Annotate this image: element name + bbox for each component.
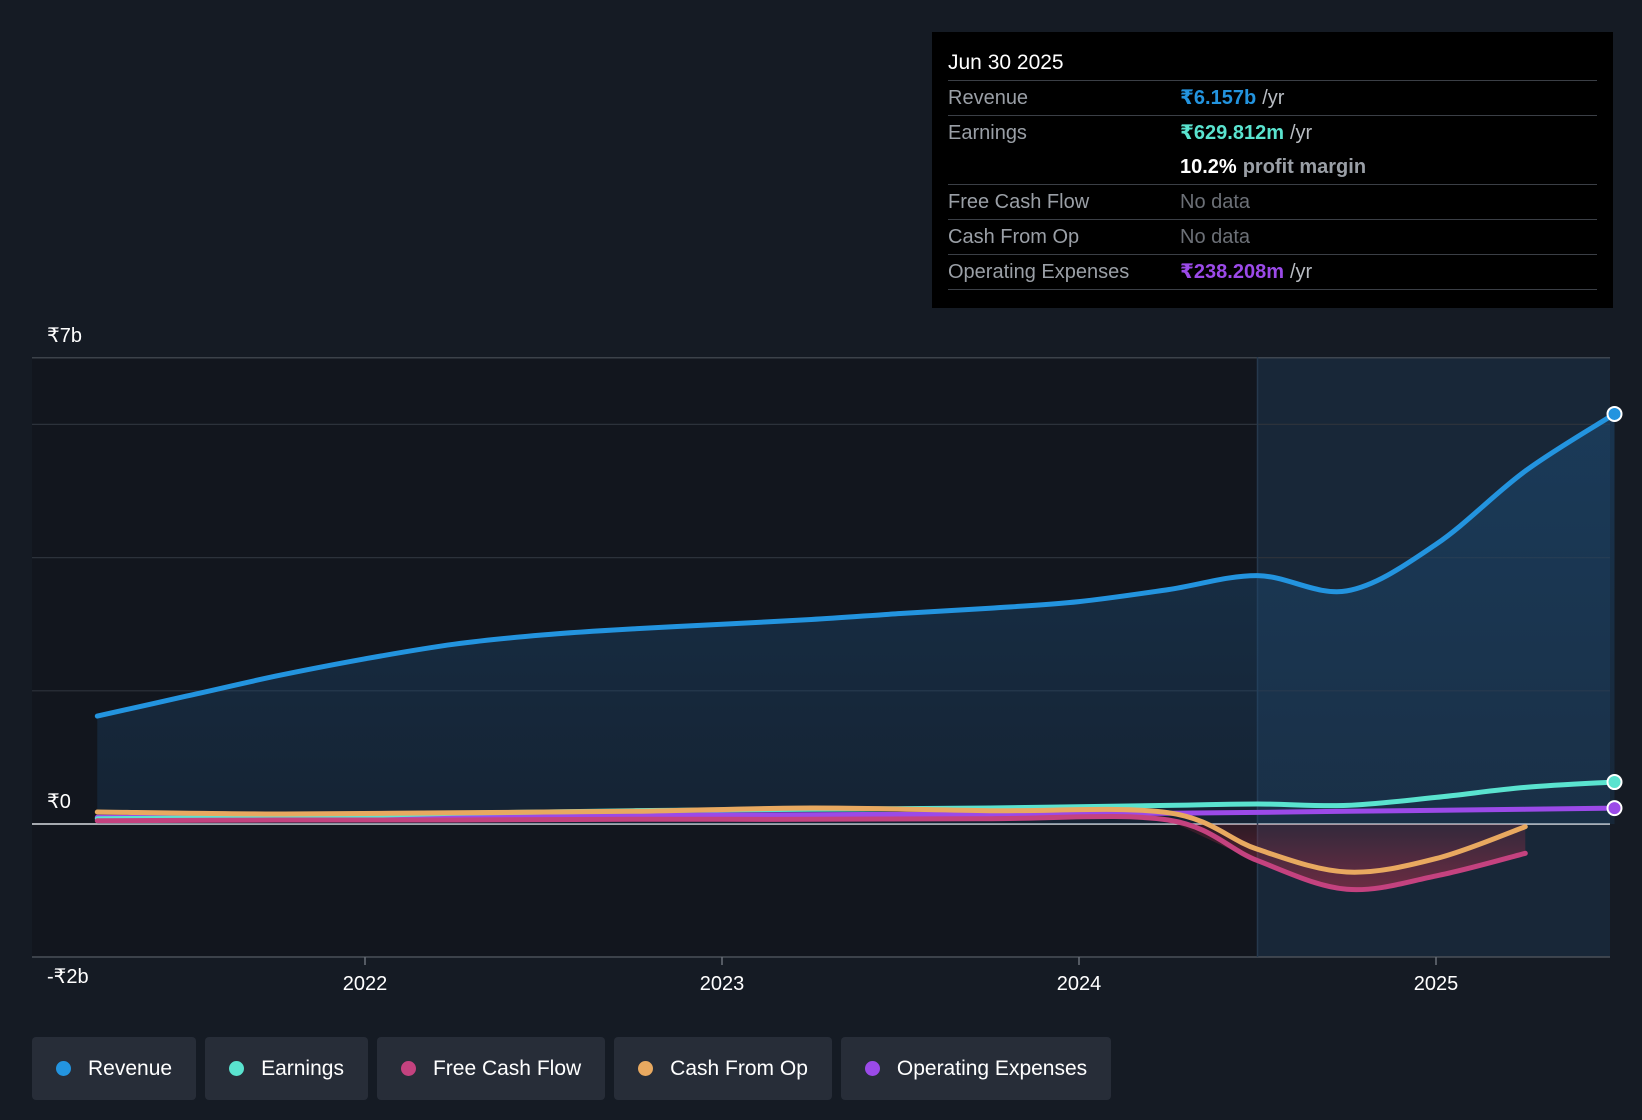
- legend-dot-earnings: [229, 1061, 245, 1076]
- tooltip-label-fcf: Free Cash Flow: [948, 191, 1090, 213]
- legend-item-earnings[interactable]: Earnings: [205, 1037, 368, 1100]
- y-axis-labels: ₹7b ₹0 -₹2b: [47, 325, 89, 988]
- tooltip-value-revenue: ₹6.157b: [1180, 87, 1257, 109]
- tooltip-value-fcf: No data: [1180, 191, 1251, 213]
- tooltip-unit-earnings: /yr: [1290, 122, 1313, 144]
- tooltip-margin-text: profit margin: [1242, 156, 1367, 178]
- legend-label-cash-from-op: Cash From Op: [670, 1056, 808, 1080]
- legend: Revenue Earnings Free Cash Flow Cash Fro…: [32, 1037, 1112, 1100]
- free-cash-flow-negative-area: [1168, 820, 1526, 890]
- tooltip-label-earnings: Earnings: [948, 122, 1027, 144]
- tooltip-label-cfo: Cash From Op: [948, 226, 1080, 248]
- tooltip-label-margin-spacer: [948, 150, 1180, 184]
- tooltip-row-opex: Operating Expenses ₹238.208m/yr: [948, 254, 1597, 290]
- legend-item-free-cash-flow[interactable]: Free Cash Flow: [376, 1037, 606, 1100]
- series-lines: [94, 411, 1617, 893]
- revenue-line: [94, 411, 1617, 719]
- operating-expenses-endpoint: [1606, 800, 1623, 817]
- tooltip-opex-value-wrap: ₹238.208m/yr: [1180, 255, 1312, 289]
- legend-label-operating-expenses: Operating Expenses: [896, 1056, 1088, 1080]
- legend-label-free-cash-flow: Free Cash Flow: [432, 1056, 582, 1080]
- tooltip-value-opex: ₹238.208m: [1180, 261, 1284, 283]
- earnings-endpoint: [1606, 774, 1623, 791]
- tooltip-label-opex: Operating Expenses: [948, 261, 1130, 283]
- x-tick-label: 2023: [700, 973, 745, 995]
- legend-dot-free-cash-flow: [400, 1061, 416, 1076]
- legend-dot-operating-expenses: [864, 1061, 880, 1076]
- legend-item-revenue[interactable]: Revenue: [32, 1037, 197, 1100]
- tooltip-margin-wrap: 10.2% profit margin: [1180, 150, 1366, 184]
- legend-item-operating-expenses[interactable]: Operating Expenses: [840, 1037, 1112, 1100]
- tooltip-value-cfo: No data: [1180, 226, 1251, 248]
- data-tooltip: Jun 30 2025 Revenue ₹6.157b/yr Earnings …: [932, 32, 1613, 308]
- y-tick-label: ₹0: [47, 791, 71, 813]
- y-tick-label: ₹7b: [47, 325, 82, 347]
- tooltip-value-earnings: ₹629.812m: [1180, 122, 1284, 144]
- x-tick-label: 2024: [1057, 973, 1102, 995]
- y-tick-label: -₹2b: [47, 966, 89, 988]
- x-tick-label: 2022: [343, 973, 388, 995]
- x-axis-ticks: 2022 2023 2024 2025: [343, 957, 1459, 995]
- tooltip-margin-value: 10.2%: [1180, 156, 1237, 178]
- tooltip-row-margin: 10.2% profit margin: [948, 150, 1597, 184]
- x-tick-label: 2025: [1414, 973, 1459, 995]
- tooltip-earnings-value-wrap: ₹629.812m/yr: [1180, 116, 1312, 150]
- tooltip-row-earnings: Earnings ₹629.812m/yr: [948, 115, 1597, 150]
- series-endpoints: [1606, 405, 1623, 817]
- tooltip-date: Jun 30 2025: [948, 51, 1064, 74]
- legend-dot-revenue: [56, 1061, 71, 1076]
- legend-item-cash-from-op[interactable]: Cash From Op: [614, 1037, 832, 1100]
- tooltip-row-revenue: Revenue ₹6.157b/yr: [948, 80, 1597, 115]
- free-cash-flow-line: [94, 814, 1528, 893]
- tooltip-label-revenue: Revenue: [948, 87, 1029, 109]
- legend-label-earnings: Earnings: [261, 1056, 344, 1080]
- cash-from-op-line: [94, 805, 1528, 875]
- legend-dot-cash-from-op: [638, 1061, 654, 1076]
- tooltip-unit-revenue: /yr: [1262, 87, 1285, 109]
- revenue-endpoint: [1606, 405, 1623, 422]
- tooltip-revenue-value-wrap: ₹6.157b/yr: [1180, 81, 1284, 115]
- legend-label-revenue: Revenue: [88, 1056, 173, 1080]
- tooltip-unit-opex: /yr: [1290, 261, 1313, 283]
- tooltip-row-fcf: Free Cash Flow No data: [948, 184, 1597, 219]
- tooltip-row-cfo: Cash From Op No data: [948, 219, 1597, 254]
